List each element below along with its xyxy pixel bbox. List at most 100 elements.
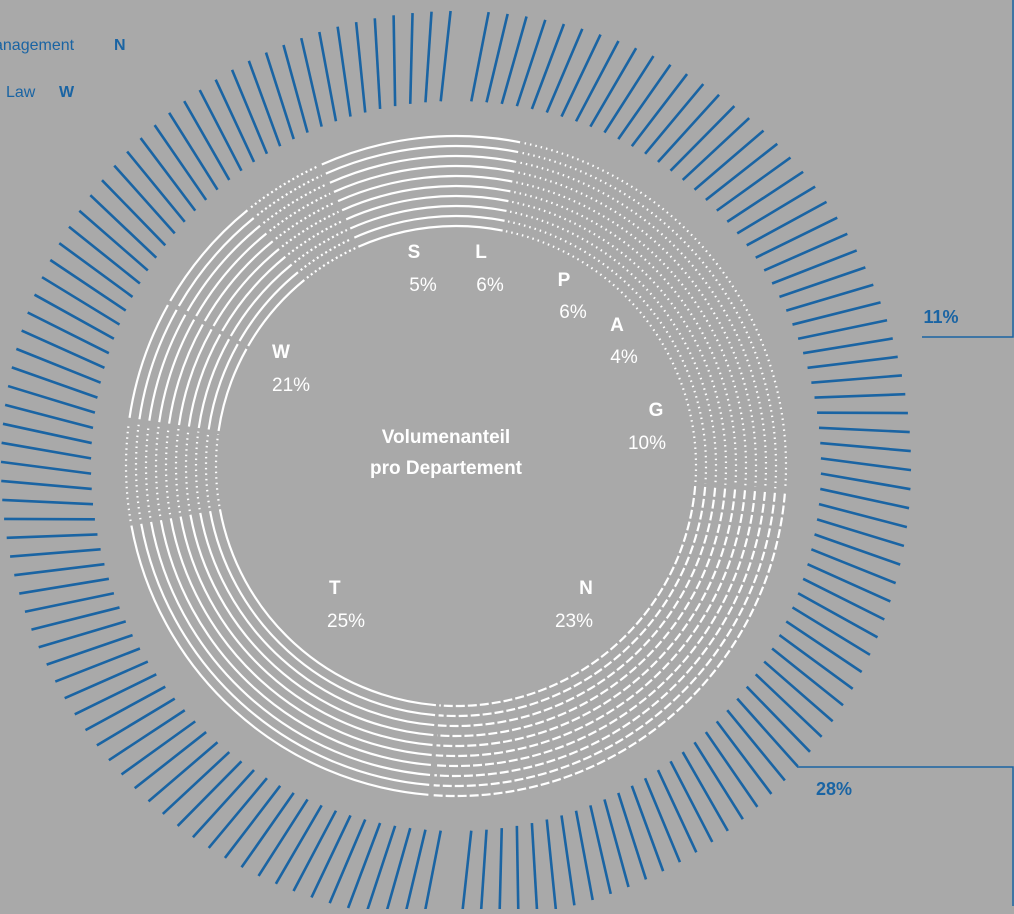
outer-tick xyxy=(25,593,114,612)
segment-label-p: P xyxy=(558,270,571,291)
inner-arc xyxy=(288,221,342,255)
center-title: Volumenanteil pro Departement xyxy=(370,427,523,479)
outer-tick xyxy=(532,24,564,109)
outer-tick xyxy=(1,481,91,489)
outer-tick xyxy=(356,22,365,112)
outer-tick xyxy=(14,564,104,575)
outer-tick xyxy=(7,534,98,537)
outer-tick xyxy=(394,15,396,106)
outer-tick xyxy=(169,113,217,190)
outer-tick xyxy=(727,172,803,222)
outer-tick xyxy=(590,48,636,126)
outer-tick xyxy=(683,752,728,831)
outer-tick xyxy=(695,742,743,819)
segment-label-n: N xyxy=(579,578,593,599)
inner-arc xyxy=(146,425,150,518)
outer-tick xyxy=(338,27,351,117)
outer-tick xyxy=(311,815,350,897)
outer-tick xyxy=(808,357,898,368)
segment-value-a: 4% xyxy=(610,347,638,368)
outer-tick xyxy=(821,474,910,490)
inner-arc xyxy=(434,492,765,776)
inner-arc xyxy=(170,210,247,301)
callout-line-upper xyxy=(922,0,1013,337)
legend-letter: W xyxy=(59,84,75,101)
outer-tick xyxy=(747,202,827,245)
inner-arc xyxy=(206,433,209,508)
outer-tick xyxy=(632,786,663,871)
outer-tick xyxy=(487,14,508,102)
outer-tick xyxy=(348,823,380,908)
callouts: 11% 28% xyxy=(797,0,1013,906)
outer-tick xyxy=(423,831,440,909)
outer-tick xyxy=(155,125,207,200)
outer-tick xyxy=(792,607,869,654)
inner-arc xyxy=(179,329,212,425)
outer-tick xyxy=(547,29,583,113)
outer-tick xyxy=(772,250,857,283)
outer-tick xyxy=(562,815,575,905)
inner-arc xyxy=(200,513,434,725)
segment-label-a: A xyxy=(610,315,624,336)
inner-arc xyxy=(434,493,775,786)
inner-arc xyxy=(439,486,695,706)
outer-tick xyxy=(200,90,242,171)
outer-tick xyxy=(562,35,601,117)
inner-arc xyxy=(156,426,160,516)
inner-arc xyxy=(514,192,736,485)
segment-label-g: G xyxy=(649,400,664,421)
inner-segment-g xyxy=(322,136,520,247)
inner-arc xyxy=(307,248,355,278)
outer-tick xyxy=(803,338,893,353)
legend-entry-partial: anagement xyxy=(0,37,75,54)
outer-tick xyxy=(779,267,865,297)
outer-tick xyxy=(249,61,280,146)
outer-tick xyxy=(375,18,380,109)
outer-tick xyxy=(1,462,91,474)
outer-tick xyxy=(19,579,109,594)
outer-tick xyxy=(216,80,254,162)
outer-tick xyxy=(2,500,93,504)
outer-tick xyxy=(811,549,895,583)
outer-tick xyxy=(65,662,148,699)
outer-tick xyxy=(803,579,884,620)
outer-tick xyxy=(604,56,653,132)
outer-tick xyxy=(319,32,336,121)
inner-arc xyxy=(126,422,131,521)
outer-tick xyxy=(547,820,556,909)
inner-arc xyxy=(433,494,785,796)
inner-arc xyxy=(220,509,436,705)
outer-tick xyxy=(276,805,322,883)
outer-tick xyxy=(410,13,412,104)
segment-value-l: 6% xyxy=(476,275,504,296)
inner-arc xyxy=(186,430,190,511)
inner-arc xyxy=(216,434,219,506)
inner-arc xyxy=(188,226,261,311)
inner-arc xyxy=(189,334,220,426)
inner-arc xyxy=(199,339,229,428)
legend-letter: N xyxy=(114,37,126,54)
outer-tick xyxy=(815,534,901,564)
inner-arc xyxy=(179,218,254,306)
inner-arc xyxy=(435,491,755,766)
outer-tick xyxy=(425,12,431,103)
outer-tick xyxy=(517,826,519,909)
outer-tick xyxy=(28,312,109,353)
inner-arc xyxy=(166,428,170,515)
inner-segment-w xyxy=(131,509,436,795)
outer-tick xyxy=(645,778,680,862)
outer-tick xyxy=(576,41,618,121)
segment-value-g: 10% xyxy=(628,433,666,454)
outer-tick xyxy=(85,687,165,730)
outer-tick xyxy=(42,277,119,324)
outer-tick xyxy=(301,38,321,127)
inner-arc xyxy=(508,221,706,483)
outer-tick xyxy=(706,732,758,807)
outer-tick xyxy=(590,805,610,894)
outer-tick xyxy=(10,549,101,556)
inner-arc xyxy=(251,166,318,207)
outer-tick xyxy=(294,811,336,891)
outer-tick xyxy=(109,710,185,760)
outer-tick xyxy=(34,295,113,339)
